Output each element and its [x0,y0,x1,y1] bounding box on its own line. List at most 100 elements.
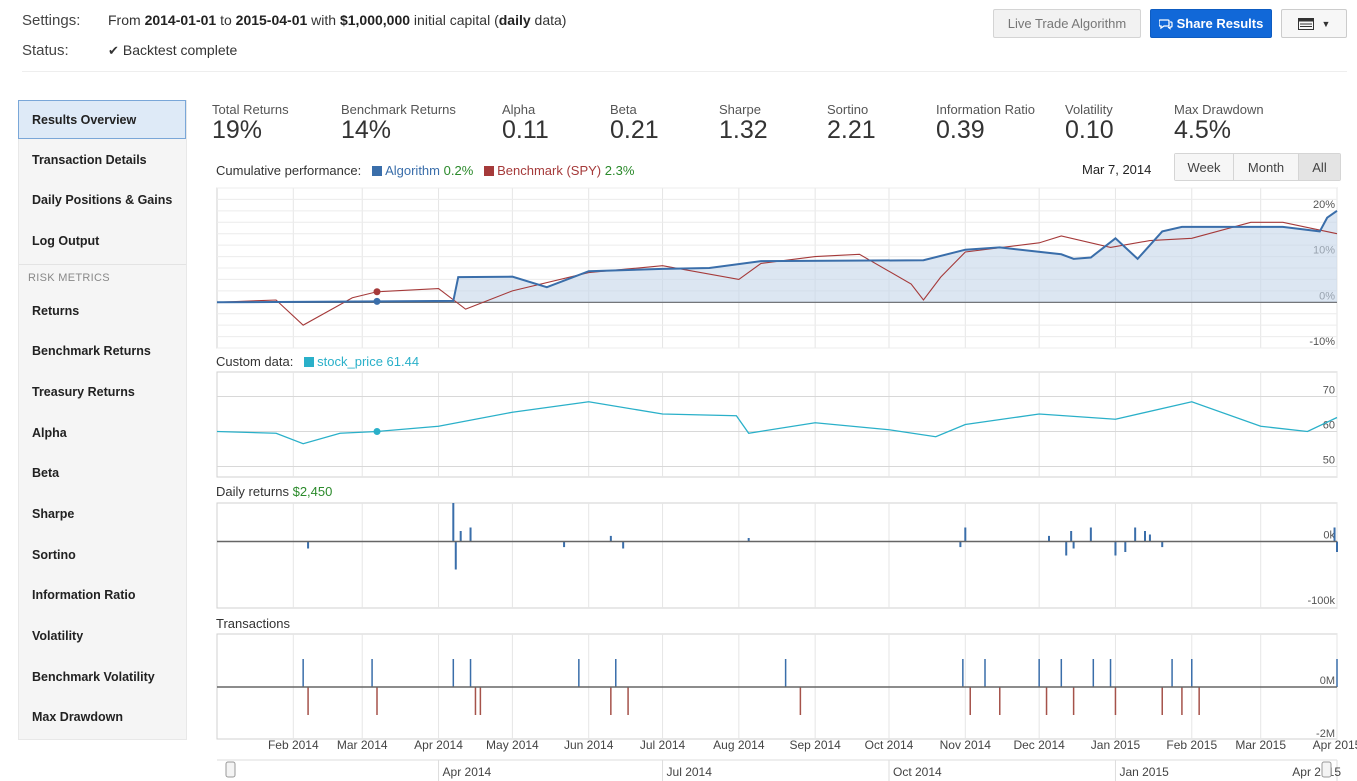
sidebar-item-information-ratio[interactable]: Information Ratio [19,577,186,613]
x-tick-label: Apr 2014 [414,738,463,752]
metric-volatility: Volatility 0.10 [1065,102,1114,145]
metric-sharpe: Sharpe 1.32 [719,102,768,145]
daily-return-bar [1161,541,1164,548]
sell-transaction-bar [474,687,477,715]
x-axis: Feb 2014 Mar 2014 Apr 2014 May 2014 Jun 2014… [268,738,1357,752]
navigator-handle-left[interactable] [225,761,236,778]
daily-returns-chart[interactable]: 0k -100k [216,502,1338,609]
metric-value: 0.39 [936,116,985,144]
cumulative-performance-chart[interactable]: 20% 10% 0% -10% [216,187,1338,349]
sidebar-item-volatility[interactable]: Volatility [19,618,186,654]
y-tick-label: -10% [1309,336,1335,348]
x-tick-label: Mar 2015 [1235,738,1286,752]
sidebar-item-label: Sharpe [32,507,75,521]
chart-title: Transactions [216,616,290,631]
range-month-button[interactable]: Month [1234,154,1299,180]
sidebar-item-returns[interactable]: Returns [19,293,186,329]
x-tick-label: Mar 2014 [337,738,388,752]
metric-sortino: Sortino 2.21 [827,102,876,145]
navigator-handle-right[interactable] [1321,761,1332,778]
metrics-row: Total Returns 19% Benchmark Returns 14% Al… [212,102,1342,146]
sidebar-item-benchmark-returns[interactable]: Benchmark Returns [19,333,186,369]
status-row: Status: ✔ Backtest complete [22,42,237,59]
plot-frame [216,633,1338,740]
y-tick-label: 60 [1323,420,1335,432]
plot-frame [216,187,1338,349]
y-tick-label: 20% [1313,199,1335,211]
header-divider [22,71,1347,72]
sidebar-item-label: Alpha [32,426,67,440]
metric-alpha: Alpha 0.11 [502,102,549,145]
sell-transaction-bar [999,687,1001,715]
sidebar-item-log-output[interactable]: Log Output [19,223,186,259]
sell-transaction-bar [969,687,971,715]
sell-transaction-bar [376,687,378,715]
buy-transaction-bar [452,659,455,687]
buy-transaction-bar [1092,659,1095,687]
sidebar-item-label: Returns [32,304,80,318]
buy-transaction-bar [469,659,472,687]
status-value: Backtest complete [122,42,238,58]
settings-start-date: 2014-01-01 [144,12,217,28]
sidebar-item-label: Benchmark Returns [32,344,151,358]
sell-transaction-bar [1045,687,1048,715]
legend-swatch-algorithm [372,166,383,176]
transactions-header: Transactions [216,616,290,631]
transactions-chart[interactable]: 0M -2M [216,633,1338,740]
sidebar-item-sharpe[interactable]: Sharpe [19,496,186,532]
legend-benchmark-name[interactable]: Benchmark (SPY) [497,163,602,178]
navigator[interactable]: Apr 2014 Jul 2014 Oct 2014 Jan 2015 Apr 2015 [217,759,1341,781]
metric-label: Sharpe [719,102,761,117]
x-tick-label: Dec 2014 [1013,738,1065,752]
navigator-label: Jan 2015 [1119,765,1169,779]
daily-return-bar [1148,534,1151,542]
settings-initial-text: initial capital ( [410,12,499,28]
y-tick-label: 0M [1320,675,1335,687]
legend-stock-price-name[interactable]: stock_price [317,354,383,369]
live-trade-button[interactable]: Live Trade Algorithm [993,9,1141,38]
daily-return-bar [1089,527,1092,542]
legend-algorithm-name[interactable]: Algorithm [385,163,440,178]
metric-label: Alpha [502,102,536,117]
daily-return-bar [1070,531,1073,542]
sidebar-item-alpha[interactable]: Alpha [19,415,186,451]
metric-value: 0.10 [1065,116,1114,144]
metric-total-returns: Total Returns 19% [212,102,289,145]
metric-information-ratio: Information Ratio 0.39 [936,102,1035,145]
metric-label: Information Ratio [936,102,1035,117]
status-label: Status: [22,42,69,59]
share-results-button[interactable]: Share Results [1150,9,1272,38]
legend-algorithm-value: 0.2% [443,163,474,178]
sell-transaction-bar [1114,687,1117,715]
legend-swatch-benchmark [484,166,495,176]
sidebar: Results Overview Transaction Details Dai… [18,100,187,740]
sidebar-item-label: Daily Positions & Gains [32,193,173,207]
sidebar-item-beta[interactable]: Beta [19,455,186,491]
sidebar-item-sortino[interactable]: Sortino [19,537,186,573]
buy-transaction-bar [962,659,964,687]
sidebar-item-label: Max Drawdown [32,710,123,724]
view-menu-button[interactable]: ▼ [1281,9,1347,38]
daily-return-bar [1333,527,1336,542]
metric-label: Max Drawdown [1174,102,1264,117]
custom-data-chart[interactable]: 70 60 50 [216,371,1338,478]
table-icon [1297,17,1314,30]
x-tick-label: Sep 2014 [789,738,841,752]
sidebar-item-benchmark-volatility[interactable]: Benchmark Volatility [19,659,186,695]
chart-title: Cumulative performance: [216,163,362,178]
sidebar-item-transaction-details[interactable]: Transaction Details [19,142,186,178]
navigator-label: Apr 2015 [1292,765,1341,779]
sidebar-item-max-drawdown[interactable]: Max Drawdown [19,699,186,735]
sell-transaction-bar [479,687,482,715]
daily-return-bar [622,541,625,549]
metric-value: 0.21 [610,116,659,144]
sidebar-item-results-overview[interactable]: Results Overview [18,100,186,139]
buy-transaction-bar [1109,659,1112,687]
x-tick-label: Jun 2014 [564,738,614,752]
sidebar-item-label: Sortino [32,548,76,562]
range-week-button[interactable]: Week [1175,154,1234,180]
range-all-button[interactable]: All [1299,154,1340,180]
sidebar-item-daily-positions[interactable]: Daily Positions & Gains [19,182,186,218]
benchmark-hover-point [373,288,381,296]
sidebar-item-treasury-returns[interactable]: Treasury Returns [19,374,186,410]
